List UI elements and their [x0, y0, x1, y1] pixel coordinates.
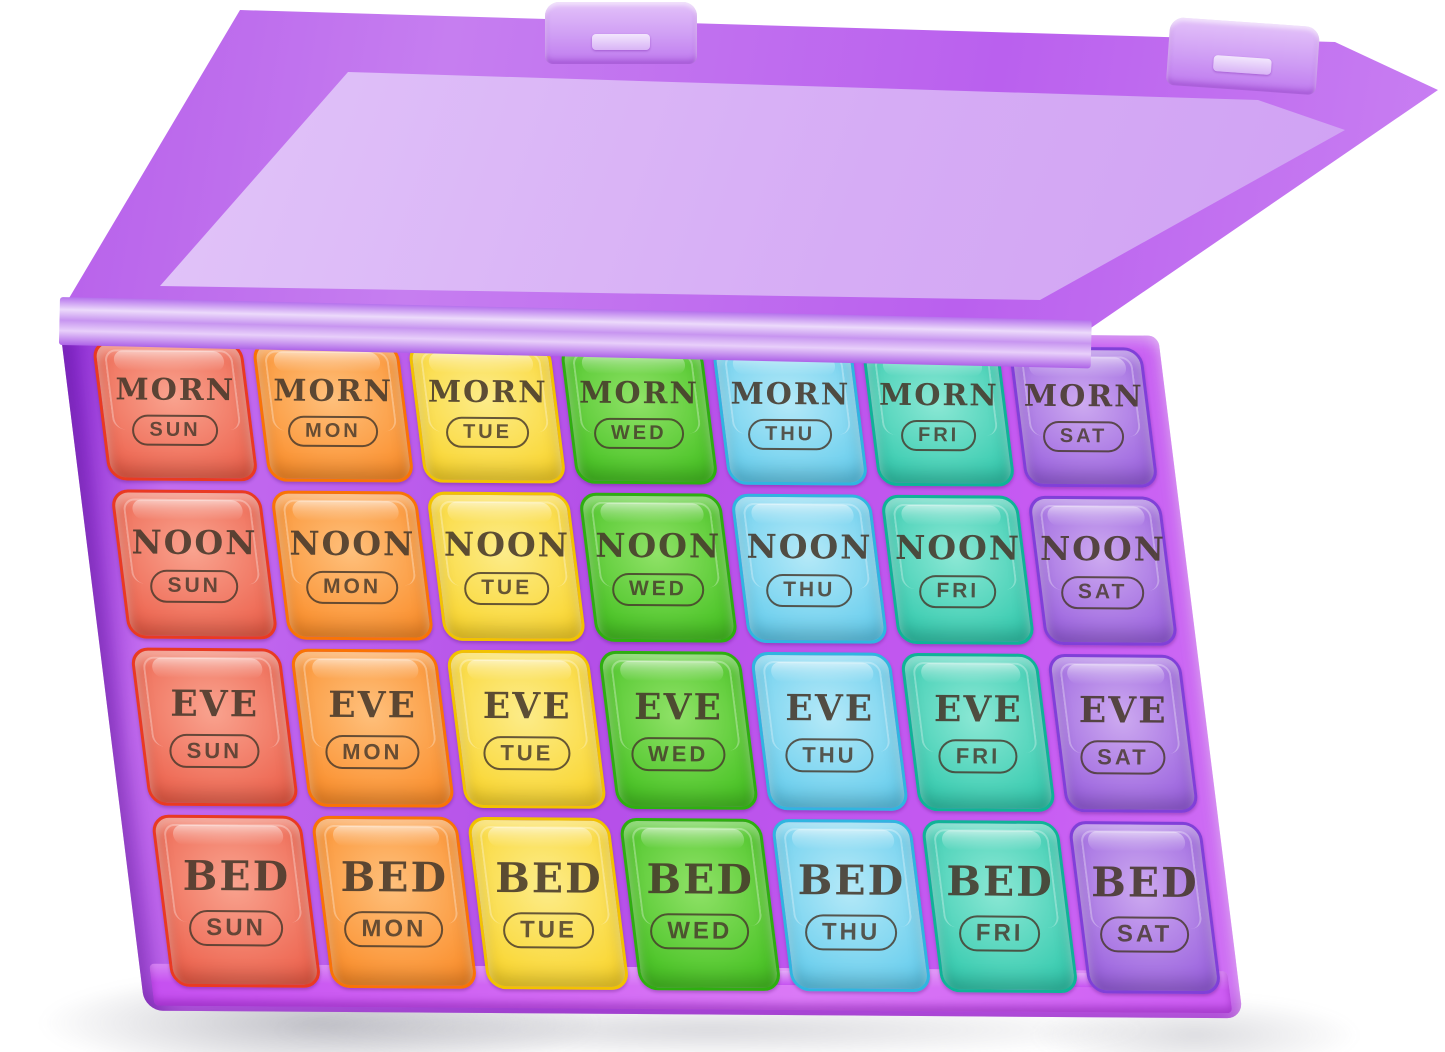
period-label: NOON — [443, 525, 570, 565]
compartment-bed-sat: BED SAT — [1067, 821, 1222, 995]
period-label: MORN — [579, 375, 700, 412]
period-label: BED — [646, 855, 755, 905]
compartment-bed-sun: BED SUN — [150, 814, 322, 988]
day-badge: THU — [804, 914, 898, 951]
day-badge: WED — [650, 913, 750, 950]
day-badge: TUE — [463, 572, 549, 605]
day-badge: THU — [747, 418, 833, 451]
day-badge: SAT — [1042, 420, 1125, 453]
compartment-noon-thu: NOON THU — [729, 493, 889, 644]
period-label: EVE — [482, 685, 572, 728]
compartment-noon-wed: NOON WED — [578, 492, 739, 643]
organizer-tray: MORN SUN MORN MON MORN TUE MORN WED MORN THU … — [60, 328, 1243, 1019]
period-label: EVE — [1078, 689, 1168, 733]
compartment-bed-tue: BED TUE — [466, 816, 631, 990]
lid-latch-tab-left — [545, 2, 697, 64]
day-badge: MON — [287, 415, 378, 448]
compartment-eve-sat: EVE SAT — [1046, 653, 1200, 813]
compartment-noon-sat: NOON SAT — [1027, 495, 1179, 646]
day-badge: THU — [765, 574, 853, 608]
period-label: MORN — [115, 372, 236, 409]
day-badge: MON — [324, 735, 420, 770]
period-label: NOON — [1039, 529, 1167, 570]
compartment-eve-tue: EVE TUE — [445, 649, 608, 809]
day-badge: SUN — [150, 570, 238, 603]
period-label: MORN — [273, 373, 394, 410]
period-label: BED — [494, 854, 603, 904]
period-label: NOON — [595, 526, 722, 567]
period-label: EVE — [327, 684, 418, 727]
day-badge: TUE — [502, 912, 594, 949]
day-badge: WED — [594, 417, 685, 450]
day-badge: FRI — [938, 739, 1018, 774]
latch-slot — [592, 34, 650, 51]
compartment-eve-sun: EVE SUN — [129, 647, 300, 807]
day-badge: SAT — [1080, 740, 1166, 775]
compartment-bed-mon: BED MON — [310, 815, 478, 989]
day-badge: THU — [785, 738, 874, 773]
period-label: NOON — [894, 528, 1021, 569]
period-label: EVE — [785, 687, 875, 731]
period-label: BED — [797, 856, 906, 906]
compartment-eve-fri: EVE FRI — [899, 652, 1057, 812]
compartment-morn-thu: MORN THU — [711, 344, 869, 486]
day-badge: FRI — [919, 575, 997, 609]
compartment-morn-wed: MORN WED — [559, 343, 719, 485]
compartment-bed-wed: BED WED — [618, 817, 782, 992]
period-label: EVE — [170, 683, 260, 726]
period-label: BED — [1091, 858, 1199, 908]
compartment-noon-fri: NOON FRI — [879, 494, 1036, 645]
period-label: MORN — [1023, 378, 1144, 415]
period-label: EVE — [933, 688, 1023, 732]
compartment-noon-tue: NOON TUE — [425, 491, 588, 642]
period-label: MORN — [427, 374, 548, 411]
compartment-morn-tue: MORN TUE — [407, 342, 568, 484]
period-label: NOON — [131, 522, 258, 563]
period-label: NOON — [746, 527, 873, 568]
compartment-grid: MORN SUN MORN MON MORN TUE MORN WED MORN THU … — [91, 340, 1222, 995]
compartment-bed-thu: BED THU — [770, 818, 932, 993]
period-label: BED — [182, 852, 291, 901]
compartment-eve-wed: EVE WED — [598, 650, 760, 810]
day-badge: SAT — [1099, 916, 1190, 953]
period-label: NOON — [289, 524, 416, 564]
period-label: MORN — [730, 376, 851, 413]
day-badge: SUN — [132, 414, 218, 447]
day-badge: FRI — [958, 915, 1041, 952]
compartment-morn-sun: MORN SUN — [91, 340, 259, 482]
compartment-bed-fri: BED FRI — [920, 820, 1080, 994]
day-badge: MON — [305, 571, 399, 604]
day-badge: SAT — [1060, 576, 1145, 610]
day-badge: FRI — [900, 419, 977, 452]
compartment-eve-mon: EVE MON — [289, 648, 456, 808]
period-label: EVE — [634, 686, 724, 729]
day-badge: SUN — [169, 734, 260, 769]
compartment-morn-fri: MORN FRI — [861, 345, 1016, 487]
period-label: MORN — [878, 377, 999, 414]
day-badge: SUN — [189, 910, 284, 947]
compartment-morn-mon: MORN MON — [251, 341, 415, 483]
compartment-noon-mon: NOON MON — [269, 490, 435, 641]
day-badge: MON — [344, 911, 444, 948]
lid-latch-tab-right — [1165, 16, 1321, 96]
latch-slot — [1212, 55, 1272, 76]
period-label: BED — [340, 853, 449, 902]
day-badge: TUE — [445, 416, 529, 449]
day-badge: TUE — [482, 736, 571, 771]
day-badge: WED — [631, 737, 726, 772]
compartment-eve-thu: EVE THU — [749, 651, 910, 811]
period-label: BED — [946, 857, 1054, 907]
compartment-noon-sun: NOON SUN — [110, 489, 279, 640]
day-badge: WED — [612, 573, 705, 607]
